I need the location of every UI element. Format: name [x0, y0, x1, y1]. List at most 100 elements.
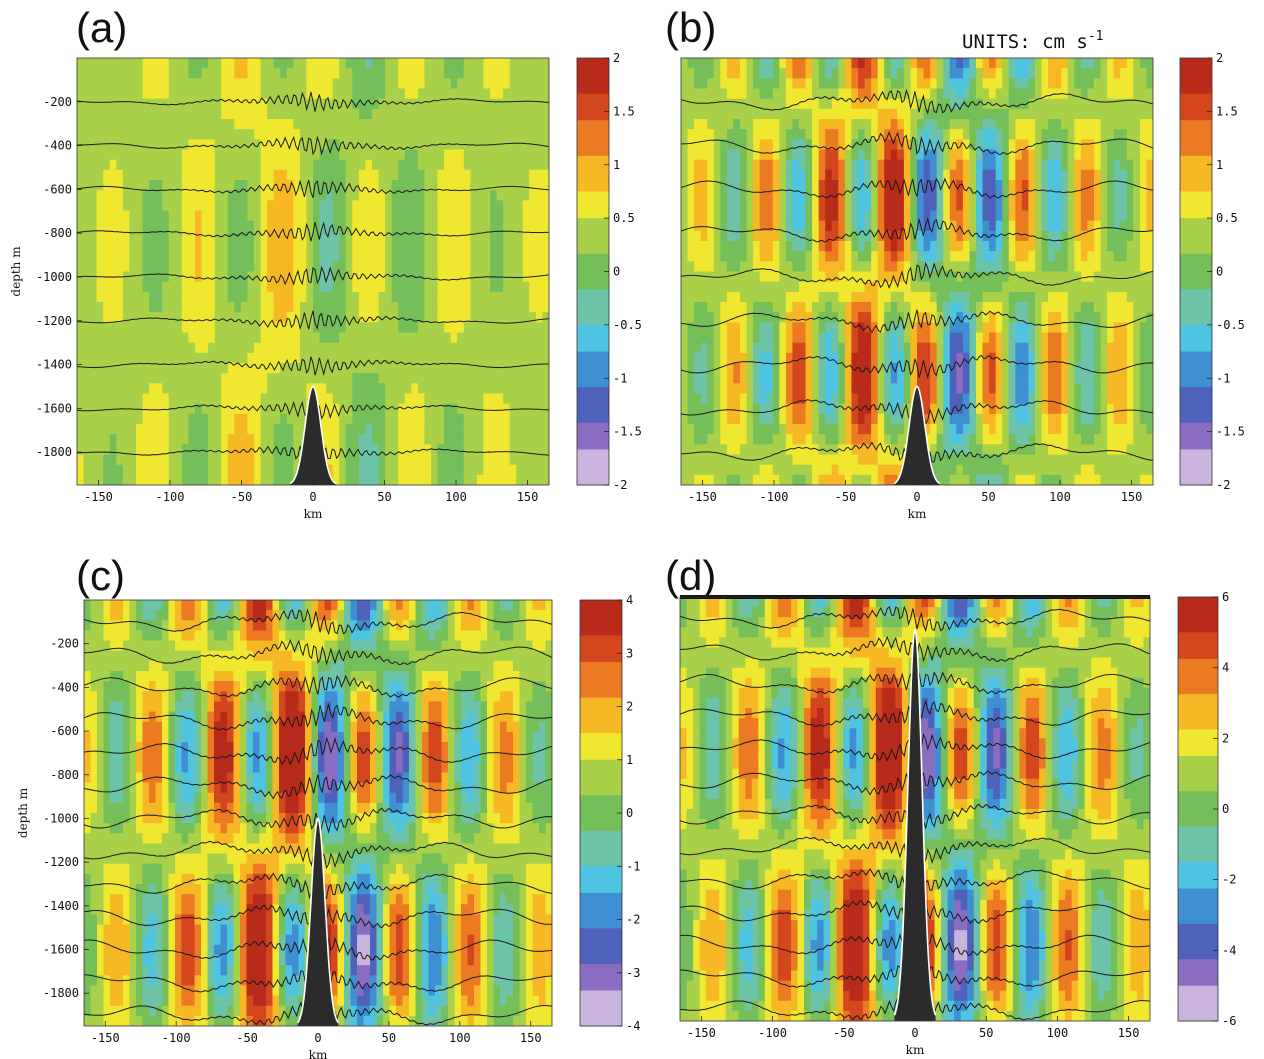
heatmap-cell: [910, 373, 918, 384]
heatmap-cell: [864, 78, 872, 90]
heatmap-cell: [214, 291, 222, 303]
heatmap-cell: [529, 68, 537, 79]
heatmap-cell: [136, 119, 144, 130]
heatmap-cell: [260, 200, 268, 212]
heatmap-cell: [254, 261, 262, 273]
heatmap-cell: [759, 169, 767, 181]
heatmap-cell: [713, 454, 721, 466]
heatmap-cell: [208, 332, 216, 344]
heatmap-cell: [444, 424, 452, 435]
heatmap-cell: [476, 424, 485, 435]
heatmap-cell: [812, 261, 820, 273]
heatmap-cell: [851, 159, 859, 171]
heatmap-cell: [707, 180, 715, 191]
heatmap-cell: [897, 149, 905, 161]
heatmap-cell: [90, 241, 98, 252]
heatmap-cell: [785, 98, 794, 110]
heatmap-cell: [923, 383, 931, 395]
colorbar-segment: [577, 458, 609, 468]
heatmap-cell: [687, 322, 695, 334]
heatmap-cell: [437, 190, 445, 201]
heatmap-cell: [535, 78, 544, 90]
heatmap-cell: [740, 169, 748, 181]
heatmap-cell: [149, 241, 157, 252]
heatmap-cell: [897, 434, 905, 445]
heatmap-cell: [208, 169, 216, 181]
heatmap-cell: [313, 68, 321, 79]
heatmap-cell: [175, 302, 183, 313]
colorbar-tick-label: -1: [613, 371, 627, 385]
heatmap-cell: [949, 302, 957, 313]
heatmap-cell: [411, 302, 419, 313]
heatmap-cell: [142, 159, 150, 171]
heatmap-cell: [260, 393, 268, 405]
heatmap-cell: [260, 363, 268, 374]
heatmap-cell: [109, 241, 117, 252]
heatmap-cell: [910, 98, 918, 110]
heatmap-cell: [877, 434, 885, 445]
heatmap-cell: [522, 251, 530, 262]
heatmap-cell: [221, 98, 229, 110]
heatmap-cell: [319, 68, 327, 79]
heatmap-cell: [129, 413, 137, 425]
heatmap-cell: [694, 352, 702, 364]
heatmap-cell: [365, 403, 373, 415]
heatmap-cell: [772, 251, 780, 262]
heatmap-cell: [168, 434, 176, 445]
heatmap-cell: [411, 373, 419, 384]
heatmap-cell: [155, 322, 163, 334]
heatmap-cell: [77, 108, 85, 120]
heatmap-cell: [437, 454, 445, 466]
heatmap-cell: [201, 139, 209, 151]
heatmap-cell: [707, 88, 715, 100]
heatmap-cell: [897, 190, 905, 201]
heatmap-cell: [195, 119, 203, 130]
heatmap-cell: [694, 108, 702, 120]
heatmap-cell: [365, 180, 373, 191]
heatmap-cell: [463, 424, 471, 435]
heatmap-cell: [726, 210, 735, 222]
heatmap-cell: [247, 373, 255, 384]
heatmap-cell: [720, 149, 728, 161]
heatmap-cell: [129, 159, 137, 171]
heatmap-cell: [897, 322, 905, 334]
heatmap-cell: [142, 393, 150, 405]
heatmap-cell: [812, 88, 820, 100]
heatmap-cell: [733, 261, 741, 273]
heatmap-cell: [871, 312, 879, 323]
heatmap-cell: [700, 454, 708, 466]
heatmap-cell: [864, 230, 872, 242]
heatmap-cell: [299, 98, 308, 110]
heatmap-cell: [254, 454, 262, 466]
heatmap-cell: [463, 322, 471, 334]
heatmap-cell: [503, 261, 511, 273]
heatmap-cell: [109, 78, 117, 90]
heatmap-cell: [956, 98, 964, 110]
heatmap-cell: [818, 180, 826, 191]
heatmap-cell: [463, 190, 471, 201]
heatmap-cell: [463, 312, 471, 323]
heatmap-cell: [155, 149, 163, 161]
heatmap-cell: [83, 200, 91, 212]
heatmap-cell: [457, 190, 465, 201]
heatmap-cell: [759, 58, 767, 69]
heatmap-cell: [201, 464, 209, 476]
heatmap-cell: [227, 180, 235, 191]
heatmap-cell: [385, 200, 393, 212]
velocity-field: [77, 58, 549, 485]
heatmap-cell: [877, 241, 885, 252]
heatmap-cell: [162, 342, 170, 354]
heatmap-cell: [378, 363, 386, 374]
heatmap-cell: [733, 393, 741, 405]
heatmap-cell: [766, 474, 774, 485]
heatmap-cell: [195, 88, 203, 100]
heatmap-cell: [496, 159, 504, 171]
heatmap-cell: [103, 200, 111, 212]
heatmap-cell: [129, 230, 137, 242]
heatmap-cell: [746, 261, 754, 273]
heatmap-cell: [457, 220, 465, 232]
heatmap-cell: [214, 108, 222, 120]
heatmap-cell: [424, 363, 432, 374]
heatmap-cell: [818, 200, 826, 212]
heatmap-cell: [267, 383, 275, 395]
